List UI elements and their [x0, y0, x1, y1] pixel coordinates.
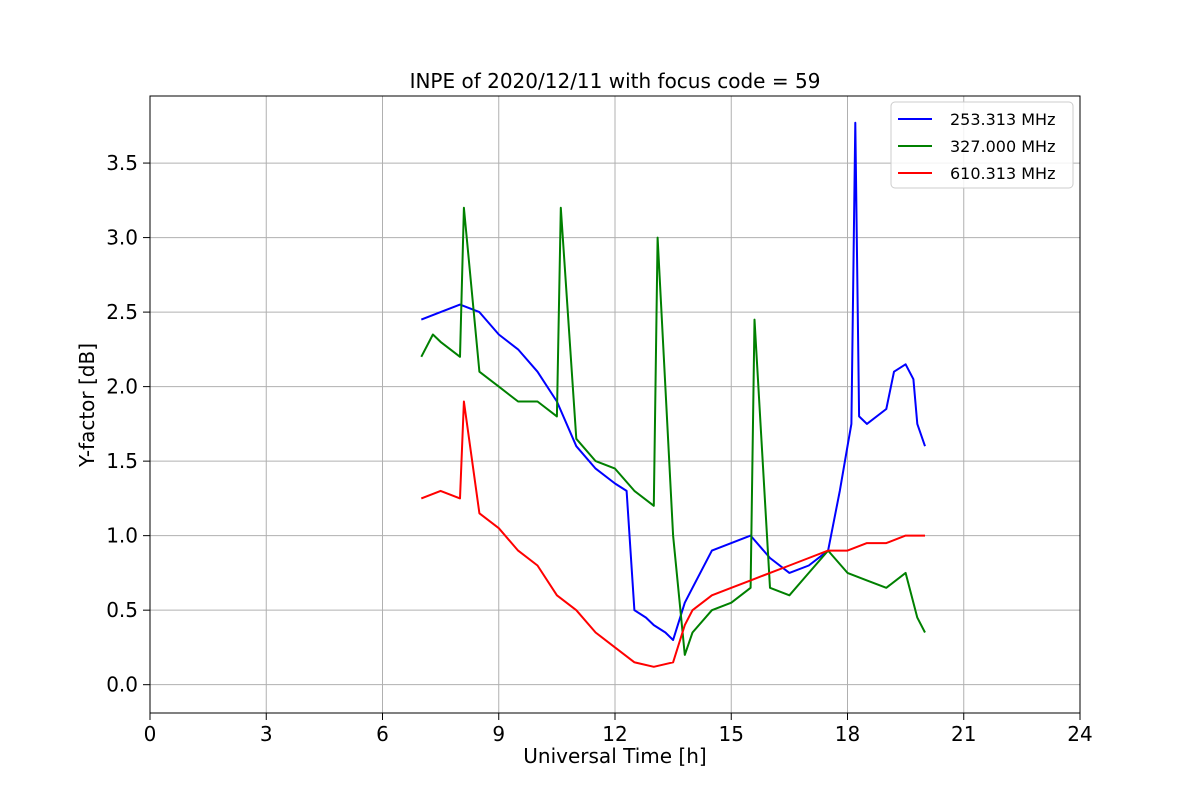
x-tick-label: 0: [144, 722, 157, 746]
y-tick-label: 3.5: [106, 151, 138, 175]
legend: 253.313 MHz 327.000 MHz 610.313 MHz: [890, 101, 1074, 189]
y-tick-label: 0.0: [106, 673, 138, 697]
x-tick-label: 15: [719, 722, 744, 746]
x-tick-label: 12: [602, 722, 627, 746]
series-line-2: [420, 206, 926, 656]
legend-label-3: 610.313 MHz: [950, 164, 1055, 183]
y-tick-label: 0.5: [106, 598, 138, 622]
series-layer: [420, 121, 926, 668]
x-tick-label: 24: [1067, 722, 1092, 746]
y-tick-label: 2.0: [106, 375, 138, 399]
legend-box: [890, 101, 1074, 189]
series-line-1: [420, 121, 926, 641]
ticks: 0 3 6 9 12 15 18 21 24 0.0 0.5 1.0 1.5 2.0 2.5 3.0 3.5: [106, 151, 1093, 746]
y-tick-label: 2.5: [106, 300, 138, 324]
x-axis-title: Universal Time [h]: [523, 744, 706, 768]
legend-label-1: 253.313 MHz: [950, 110, 1055, 129]
x-tick-label: 18: [835, 722, 860, 746]
chart-title: INPE of 2020/12/11 with focus code = 59: [410, 69, 821, 93]
y-axis-title: Y-factor [dB]: [75, 343, 99, 468]
x-tick-label: 3: [260, 722, 273, 746]
x-tick-label: 6: [376, 722, 389, 746]
x-tick-label: 21: [951, 722, 976, 746]
y-tick-label: 3.0: [106, 226, 138, 250]
series-line-3: [420, 400, 925, 668]
x-tick-label: 9: [492, 722, 505, 746]
legend-label-2: 327.000 MHz: [950, 137, 1055, 156]
y-tick-label: 1.0: [106, 524, 138, 548]
y-tick-label: 1.5: [106, 449, 138, 473]
